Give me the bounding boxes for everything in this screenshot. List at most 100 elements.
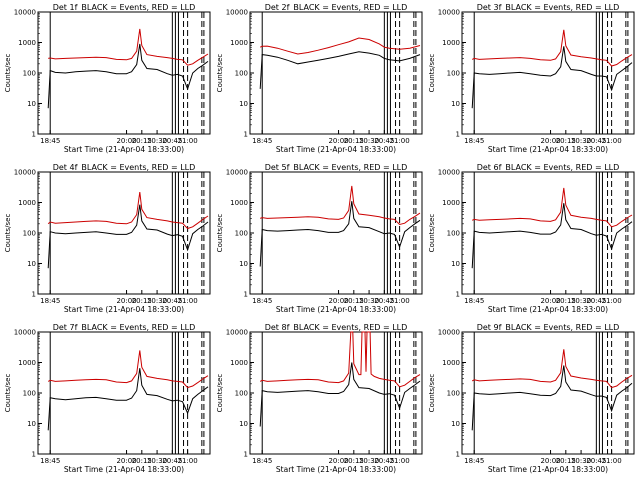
x-tick-label: 20:00: [328, 457, 348, 465]
y-tick-label: 10: [239, 100, 248, 108]
y-tick-label: 10: [239, 420, 248, 428]
x-tick-label: 21:00: [178, 457, 198, 465]
series-events-line: [471, 46, 633, 109]
chart-panel-5: Det 5f_BLACK = Events, RED = LLD Counts/s…: [216, 163, 423, 314]
chart-title: Det 7f_BLACK = Events, RED = LLD: [53, 323, 196, 332]
y-tick-label: 10000: [226, 329, 248, 337]
x-tick-label: 20:45: [374, 297, 394, 305]
y-axis-label: Counts/sec: [4, 54, 12, 93]
x-tick-label: 20:30: [147, 297, 167, 305]
y-axis-label: Counts/sec: [4, 374, 12, 413]
series-events-line: [471, 203, 633, 269]
y-axis-label: Counts/sec: [428, 214, 436, 253]
x-tick-label: 20:15: [556, 137, 576, 145]
y-tick-label: 10: [451, 420, 460, 428]
y-tick-label: 10000: [14, 169, 36, 177]
chart-title: Det 4f_BLACK = Events, RED = LLD: [53, 163, 196, 172]
x-tick-label: 20:15: [344, 457, 364, 465]
y-tick-label: 100: [23, 230, 36, 238]
x-axis-label: Start Time (21-Apr-04 18:33:00): [488, 465, 608, 474]
chart-panel-8: Det 8f_BLACK = Events, RED = LLD Counts/s…: [216, 323, 423, 474]
x-axis-label: Start Time (21-Apr-04 18:33:00): [276, 305, 396, 314]
chart-title: Det 6f_BLACK = Events, RED = LLD: [477, 163, 620, 172]
y-tick-label: 1: [456, 451, 460, 459]
y-tick-label: 1: [32, 131, 36, 139]
series-lld-line: [259, 37, 421, 55]
series-events-line: [259, 51, 421, 89]
x-tick-label: 18:45: [252, 137, 272, 145]
series-lld-line: [47, 350, 209, 389]
x-tick-label: 20:30: [359, 137, 379, 145]
x-tick-label: 20:30: [147, 137, 167, 145]
x-tick-label: 20:15: [344, 137, 364, 145]
y-axis-label: Counts/sec: [428, 54, 436, 93]
y-tick-label: 1000: [442, 359, 460, 367]
x-tick-label: 20:30: [147, 457, 167, 465]
y-axis-label: Counts/sec: [216, 374, 224, 413]
x-tick-label: 20:15: [556, 457, 576, 465]
y-tick-label: 1: [456, 131, 460, 139]
y-tick-label: 10000: [438, 329, 460, 337]
plot-frame: [249, 171, 423, 295]
y-tick-label: 1000: [230, 359, 248, 367]
chart-panel-9: Det 9f_BLACK = Events, RED = LLD Counts/s…: [428, 323, 635, 474]
x-tick-label: 20:15: [132, 297, 152, 305]
chart-panel-6: Det 6f_BLACK = Events, RED = LLD Counts/s…: [428, 163, 635, 314]
x-tick-label: 20:00: [116, 137, 136, 145]
x-tick-label: 20:15: [132, 137, 152, 145]
y-tick-label: 10: [239, 260, 248, 268]
x-tick-label: 20:00: [540, 457, 560, 465]
x-tick-label: 20:15: [556, 297, 576, 305]
plot-frame: [249, 11, 423, 135]
chart-panel-4: Det 4f_BLACK = Events, RED = LLD Counts/s…: [4, 163, 211, 314]
y-tick-label: 100: [235, 70, 248, 78]
x-tick-label: 20:00: [328, 297, 348, 305]
x-tick-label: 20:45: [586, 297, 606, 305]
chart-panel-3: Det 3f_BLACK = Events, RED = LLD Counts/s…: [428, 3, 635, 154]
y-tick-label: 1000: [230, 199, 248, 207]
series-events-line: [47, 43, 209, 109]
plot-frame: [461, 11, 635, 135]
x-tick-label: 18:45: [464, 297, 484, 305]
y-tick-label: 1: [244, 451, 248, 459]
x-tick-label: 21:00: [390, 297, 410, 305]
x-tick-label: 20:45: [162, 297, 182, 305]
x-tick-label: 18:45: [40, 297, 60, 305]
x-tick-label: 20:00: [116, 297, 136, 305]
x-tick-label: 20:30: [359, 297, 379, 305]
x-tick-label: 20:30: [571, 137, 591, 145]
y-tick-label: 1: [244, 291, 248, 299]
series-lld-line: [471, 29, 633, 67]
y-tick-label: 100: [235, 390, 248, 398]
chart-title: Det 3f_BLACK = Events, RED = LLD: [477, 3, 620, 12]
x-tick-label: 18:45: [252, 457, 272, 465]
series-lld-line: [260, 185, 421, 226]
y-tick-label: 1000: [442, 199, 460, 207]
y-axis-label: Counts/sec: [216, 214, 224, 253]
series-events-line: [259, 362, 421, 427]
y-axis-label: Counts/sec: [4, 214, 12, 253]
plot-frame: [37, 331, 211, 455]
x-tick-label: 18:45: [40, 457, 60, 465]
series-lld-line: [471, 187, 633, 228]
y-tick-label: 10: [27, 100, 36, 108]
x-tick-label: 20:30: [571, 297, 591, 305]
x-tick-label: 21:00: [602, 457, 622, 465]
plot-frame: [37, 171, 211, 295]
x-tick-label: 20:45: [374, 137, 394, 145]
x-tick-label: 21:00: [602, 137, 622, 145]
x-axis-label: Start Time (21-Apr-04 18:33:00): [488, 145, 608, 154]
y-tick-label: 10000: [438, 9, 460, 17]
y-tick-label: 10000: [226, 9, 248, 17]
x-tick-label: 20:00: [540, 297, 560, 305]
y-tick-label: 1: [32, 451, 36, 459]
x-tick-label: 21:00: [390, 137, 410, 145]
x-tick-label: 20:15: [344, 297, 364, 305]
x-tick-label: 20:30: [359, 457, 379, 465]
y-tick-label: 10: [451, 100, 460, 108]
x-tick-label: 18:45: [464, 457, 484, 465]
x-tick-label: 20:45: [586, 137, 606, 145]
y-tick-label: 100: [447, 230, 460, 238]
y-tick-label: 100: [235, 230, 248, 238]
